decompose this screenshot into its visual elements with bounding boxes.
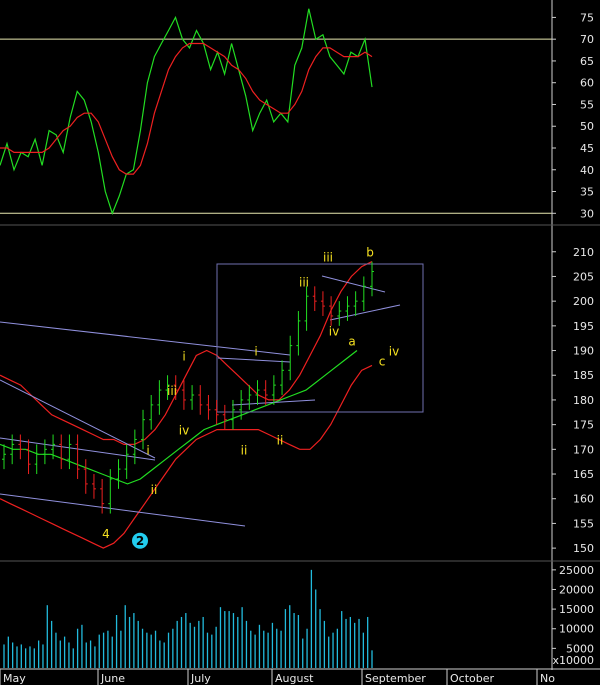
oscillator-fast-line (0, 8, 373, 216)
price-tick-label: 185 (573, 369, 594, 382)
volume-tick-label: 25000 (559, 564, 594, 577)
trendline (321, 275, 386, 293)
osc-tick-label: 65 (580, 55, 594, 68)
month-label: June (100, 672, 125, 685)
price-tick-label: 195 (573, 320, 594, 333)
trendline (217, 357, 291, 363)
osc-tick-label: 60 (580, 77, 594, 90)
wave-label: ii (277, 433, 284, 447)
osc-tick-label: 75 (580, 11, 594, 24)
price-tick-label: 170 (573, 443, 594, 456)
oscillator-panel (0, 8, 552, 216)
time-axis: May June July August September October No (0, 668, 600, 685)
osc-tick-label: 30 (580, 207, 594, 220)
month-label: August (275, 672, 314, 685)
volume-tick-label: 10000 (559, 623, 594, 636)
highlight-box (216, 263, 424, 413)
trendline (0, 321, 291, 356)
trendline (329, 304, 401, 321)
price-tick-label: 205 (573, 270, 594, 283)
wave-label: b (366, 246, 374, 260)
right-axis: 30 35 40 45 50 55 60 65 70 75 150 155 160 165 170 175 18… (0, 0, 600, 670)
wave-label: c (379, 354, 386, 368)
wave-label: iv (179, 424, 189, 438)
price-tick-label: 200 (573, 295, 594, 308)
price-tick-label: 190 (573, 345, 594, 358)
price-tick-label: 210 (573, 246, 594, 259)
volume-tick-label: 20000 (559, 583, 594, 596)
volume-tick-label: 5000 (566, 642, 594, 655)
wave-label: iii (167, 384, 177, 398)
osc-tick-label: 55 (580, 98, 594, 111)
osc-tick-label: 45 (580, 142, 594, 155)
osc-tick-label: 40 (580, 164, 594, 177)
trendline (0, 493, 246, 527)
price-tick-label: 160 (573, 493, 594, 506)
price-tick-label: 155 (573, 517, 594, 530)
oscillator-slow-line (0, 42, 373, 175)
month-label: October (450, 672, 494, 685)
wave-label: ii (151, 483, 158, 497)
osc-tick-label: 70 (580, 33, 594, 46)
wave-label: a (348, 335, 355, 349)
price-tick-label: 175 (573, 419, 594, 432)
trendline (0, 379, 156, 459)
month-label: No (540, 672, 555, 685)
price-tick-label: 180 (573, 394, 594, 407)
month-label: July (190, 672, 211, 685)
wave-label: iv (329, 325, 339, 339)
price-tick-label: 150 (573, 542, 594, 555)
wave-label: ii (241, 443, 248, 457)
osc-tick-label: 35 (580, 186, 594, 199)
wave-label: i (254, 345, 257, 359)
wave-label: i (182, 349, 185, 363)
month-label: September (365, 672, 426, 685)
wave-label: iii (323, 251, 333, 265)
month-label: May (3, 672, 26, 685)
wave-label: iii (299, 275, 309, 289)
wave-marker-label: 2 (136, 534, 144, 548)
moving-average-line (0, 350, 358, 485)
wave-label: 4 (102, 527, 110, 541)
price-tick-label: 165 (573, 468, 594, 481)
wave-marker-circle (132, 532, 148, 549)
upper-band-line (0, 261, 373, 445)
volume-tick-label: 15000 (559, 603, 594, 616)
volume-panel (3, 569, 373, 668)
wave-label: i (146, 443, 149, 457)
lower-band-line (0, 364, 373, 549)
volume-unit-label: x10000 (552, 654, 594, 667)
osc-tick-label: 50 (580, 120, 594, 133)
wave-label: iv (389, 345, 399, 359)
